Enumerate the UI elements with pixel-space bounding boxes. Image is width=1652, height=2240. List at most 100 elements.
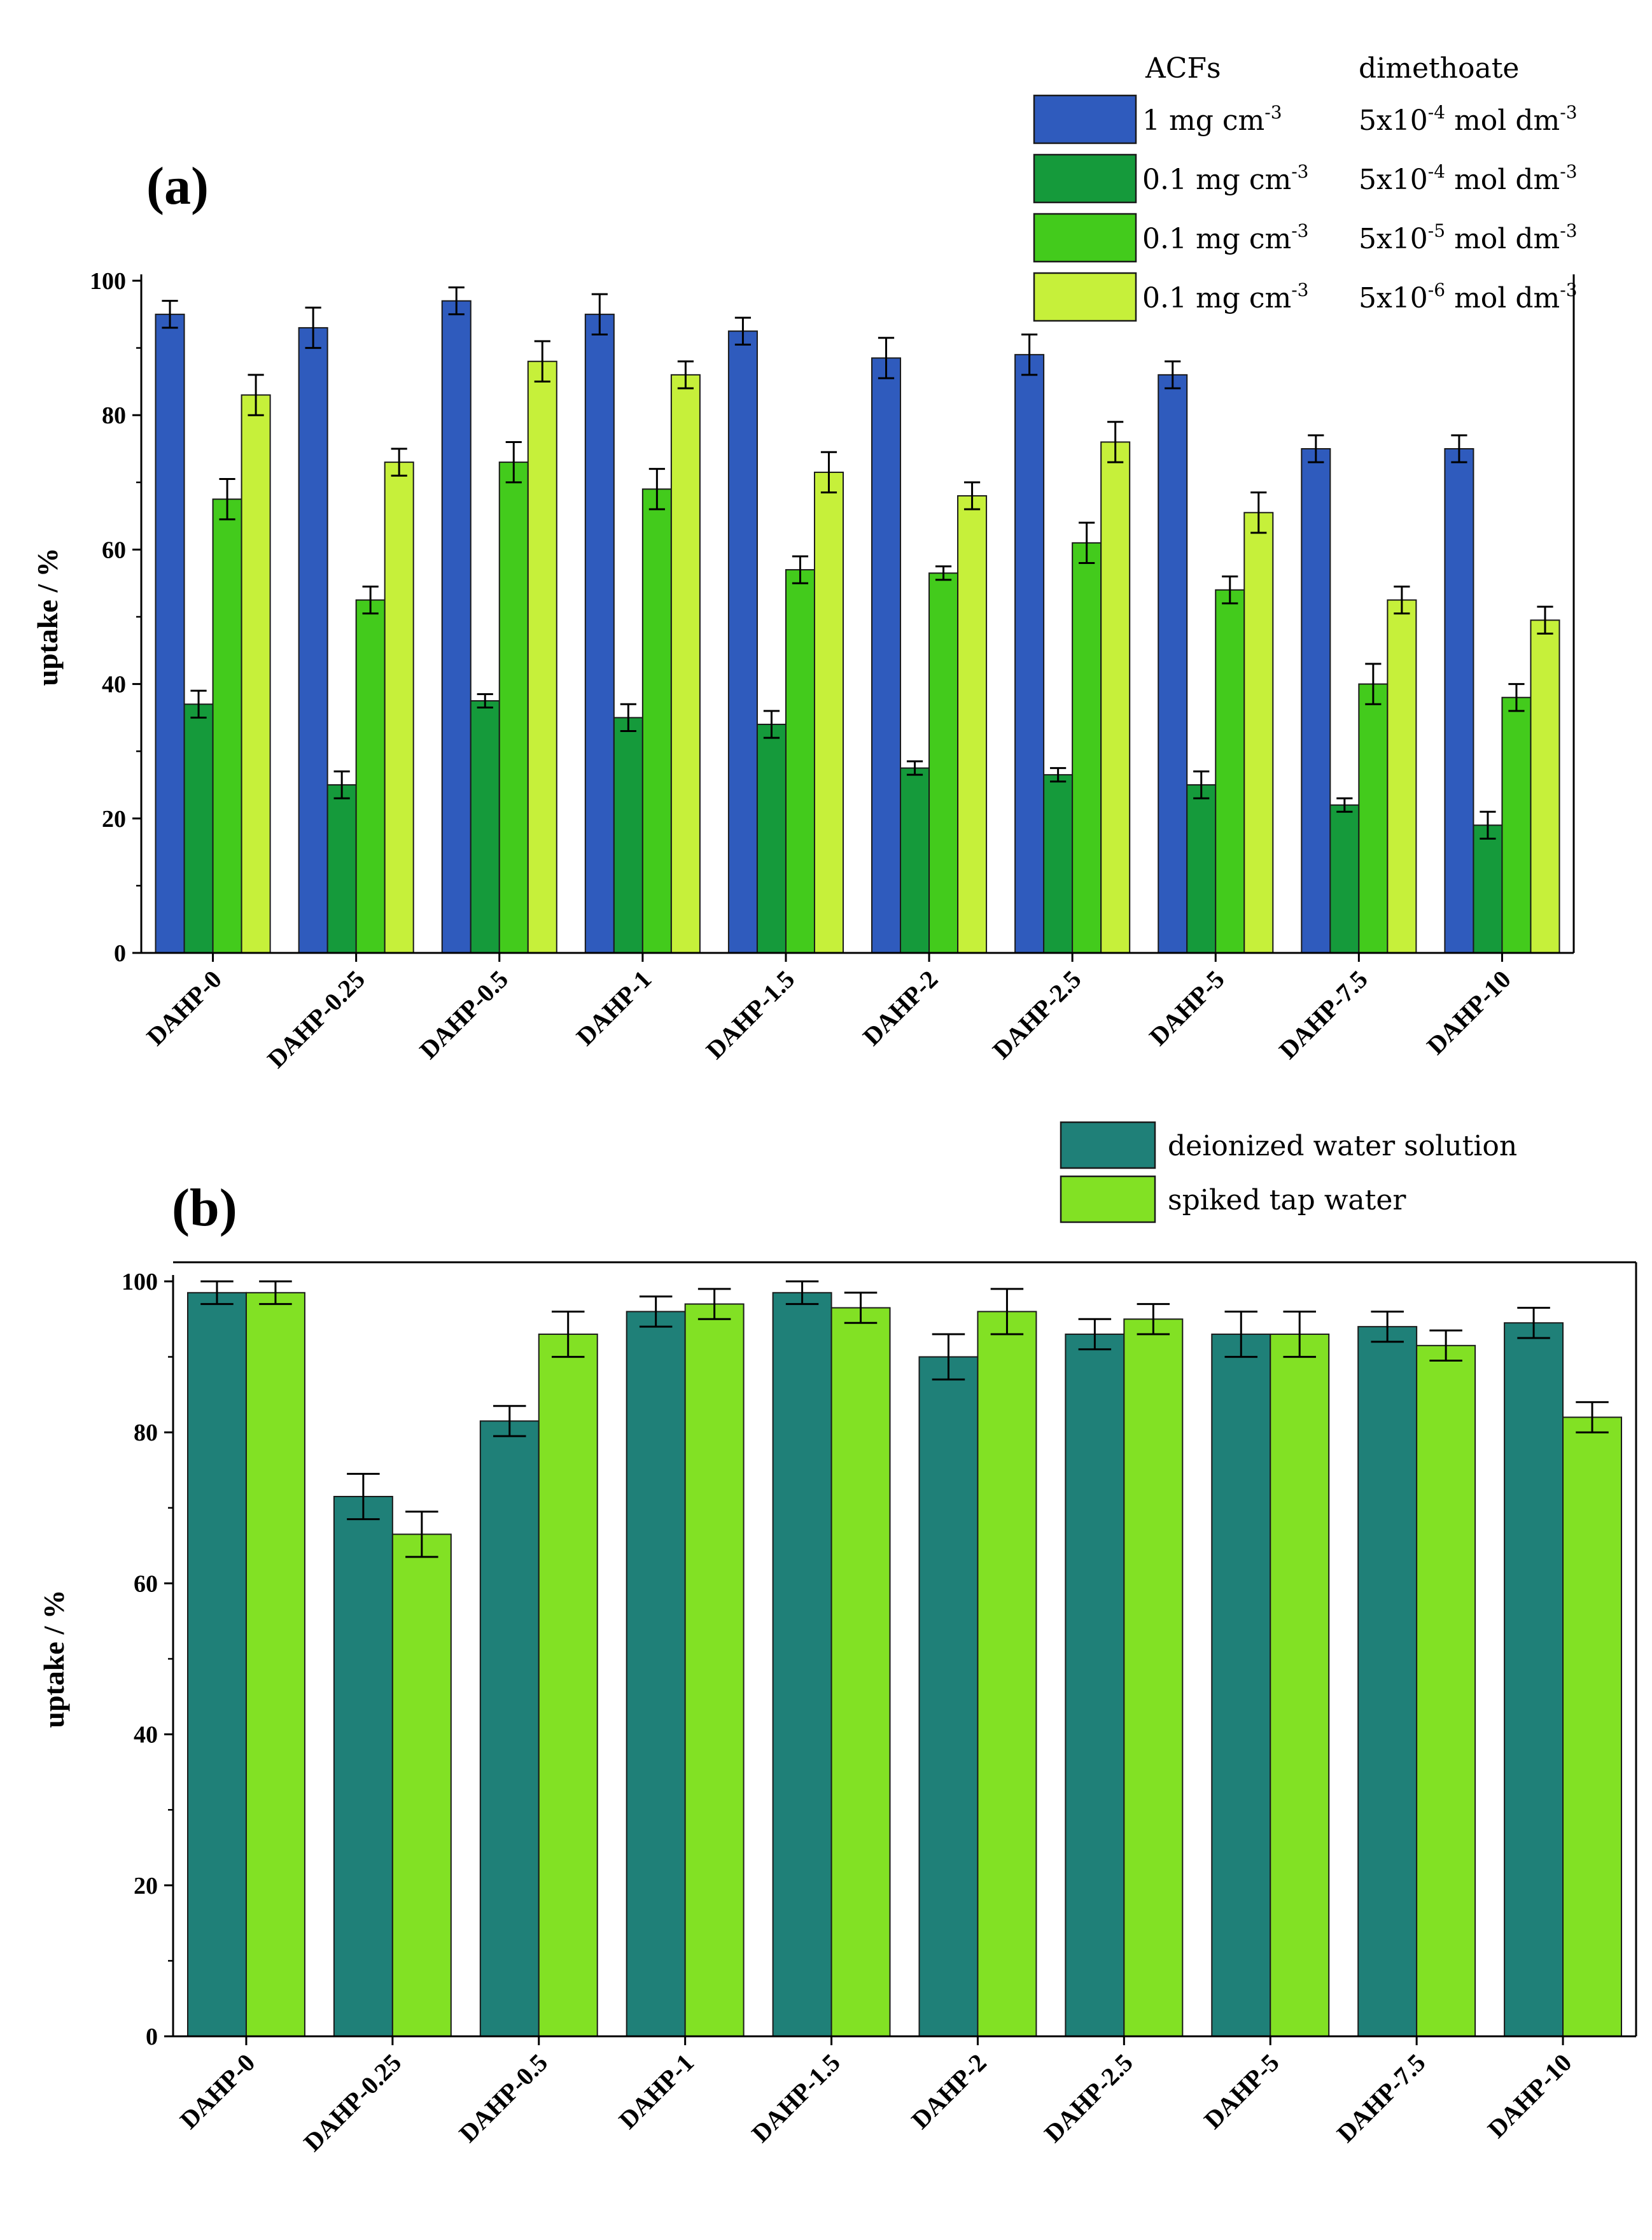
x-tick-label: DAHP-2.5 — [987, 965, 1087, 1065]
bar — [1043, 774, 1074, 954]
bar — [527, 360, 557, 954]
legend-swatch — [1033, 272, 1137, 322]
bar — [155, 313, 185, 954]
legend-header-acfs: ACFs — [1145, 52, 1221, 85]
x-tick-label: DAHP-0.25 — [298, 2048, 407, 2157]
bar — [900, 767, 930, 954]
bar — [1158, 374, 1188, 954]
bar — [1123, 1318, 1184, 2037]
legend-label-acfs: 0.1 mg cm-3 — [1142, 161, 1308, 196]
bar — [1072, 542, 1102, 954]
bar — [1215, 589, 1245, 954]
bar — [355, 599, 386, 954]
bar — [584, 313, 615, 954]
bar — [1504, 1322, 1564, 2037]
bar — [241, 394, 271, 954]
bar — [813, 471, 844, 954]
bar — [1186, 784, 1217, 954]
y-tick-label: 60 — [102, 537, 126, 563]
bar — [957, 495, 988, 954]
x-tick-label: DAHP-5 — [1198, 2048, 1285, 2135]
bar — [1243, 512, 1274, 954]
bar — [1065, 1334, 1125, 2037]
x-tick-label: DAHP-0.5 — [414, 965, 514, 1065]
x-tick-label: DAHP-7.5 — [1331, 2048, 1431, 2148]
legend-label-dimethoate: 5x10-5 mol dm-3 — [1359, 220, 1578, 255]
x-tick-label: DAHP-0 — [141, 965, 227, 1052]
bar — [1329, 804, 1360, 954]
x-tick-label: DAHP-5 — [1144, 965, 1230, 1052]
legend-label-dimethoate: 5x10-4 mol dm-3 — [1359, 102, 1578, 137]
y-tick-label: 100 — [122, 1269, 158, 1295]
x-tick-label: DAHP-1 — [571, 965, 657, 1052]
bar — [498, 461, 529, 954]
bar — [1562, 1416, 1623, 2037]
bar — [641, 488, 672, 954]
bar — [626, 1311, 686, 2037]
x-tick-label: DAHP-7.5 — [1273, 965, 1373, 1065]
bar — [479, 1420, 540, 2037]
bar — [441, 300, 472, 954]
bar — [1358, 683, 1389, 954]
bar — [613, 717, 643, 954]
legend-swatch — [1033, 213, 1137, 263]
bar — [727, 330, 758, 954]
bar — [212, 498, 242, 954]
bar — [1211, 1334, 1271, 2037]
legend-swatch — [1060, 1175, 1156, 1223]
y-axis-title: uptake / % — [31, 547, 64, 686]
y-tick-label: 20 — [134, 1873, 158, 1899]
bar — [1387, 599, 1417, 954]
y-tick-label: 80 — [134, 1419, 158, 1446]
bar — [871, 357, 902, 954]
panel-label: (b) — [172, 1178, 237, 1237]
legend-a: ACFs dimethoate 1 mg cm-3 5x10-4 mol dm-3 0.… — [1033, 52, 1578, 322]
bar — [756, 723, 787, 954]
bar — [183, 703, 214, 954]
bar — [384, 461, 414, 954]
bar — [785, 569, 815, 954]
bar — [1473, 824, 1503, 954]
bar — [830, 1307, 891, 2037]
legend-label-acfs: 0.1 mg cm-3 — [1142, 220, 1308, 255]
bar — [977, 1311, 1037, 2037]
legend-b: deionized water solution spiked tap water — [1060, 1121, 1517, 1223]
y-tick-label: 60 — [134, 1570, 158, 1597]
bar — [1444, 448, 1474, 954]
x-tick-label: DAHP-1.5 — [746, 2048, 846, 2148]
bar — [918, 1356, 979, 2038]
bar — [1416, 1344, 1476, 2037]
bar — [186, 1292, 247, 2037]
bar — [245, 1292, 305, 2037]
y-tick-label: 40 — [102, 672, 126, 698]
bar — [670, 374, 701, 954]
bar — [1501, 696, 1532, 954]
bar — [1530, 619, 1560, 954]
legend-label-acfs: 1 mg cm-3 — [1142, 102, 1282, 137]
y-tick-label: 20 — [102, 806, 126, 833]
x-tick-label: DAHP-1 — [613, 2048, 700, 2135]
y-tick-label: 100 — [90, 268, 126, 295]
bar — [298, 327, 328, 954]
bar — [538, 1334, 598, 2037]
bar — [333, 1496, 393, 2037]
bar — [1270, 1334, 1330, 2037]
legend-label-dimethoate: 5x10-4 mol dm-3 — [1359, 161, 1578, 196]
x-tick-label: DAHP-1.5 — [701, 965, 801, 1065]
x-tick-label: DAHP-10 — [1421, 965, 1516, 1060]
y-tick-label: 0 — [114, 940, 126, 967]
x-tick-label: DAHP-2.5 — [1039, 2048, 1138, 2148]
legend-swatch — [1033, 153, 1137, 204]
x-tick-label: DAHP-0 — [174, 2048, 261, 2135]
x-tick-label: DAHP-10 — [1482, 2048, 1578, 2144]
y-tick-label: 80 — [102, 402, 126, 429]
bar — [684, 1303, 745, 2038]
bar — [928, 572, 959, 954]
x-tick-label: DAHP-0.5 — [453, 2048, 553, 2148]
bar — [470, 700, 500, 954]
bar — [772, 1292, 832, 2037]
legend-label: spiked tap water — [1168, 1184, 1406, 1216]
legend-label-acfs: 0.1 mg cm-3 — [1142, 279, 1308, 314]
